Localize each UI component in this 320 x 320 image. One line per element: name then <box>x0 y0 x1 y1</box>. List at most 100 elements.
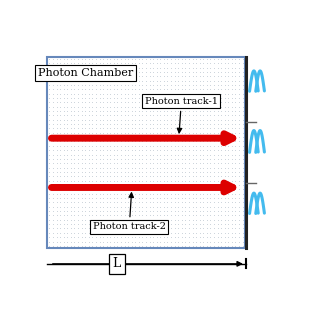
Point <box>158 104 163 109</box>
Point <box>151 165 156 170</box>
Point <box>65 100 70 105</box>
Point <box>79 126 84 131</box>
Point <box>97 100 102 105</box>
Point <box>76 104 81 109</box>
Point <box>136 122 141 127</box>
Point <box>61 191 66 196</box>
Point <box>179 139 184 144</box>
Point <box>233 230 238 236</box>
Point <box>47 213 52 218</box>
Point <box>233 191 238 196</box>
Point <box>72 187 77 192</box>
Point <box>179 196 184 201</box>
Point <box>129 104 134 109</box>
Point <box>151 139 156 144</box>
Point <box>68 65 74 70</box>
Point <box>47 56 52 61</box>
Point <box>176 100 181 105</box>
Point <box>93 204 99 209</box>
Point <box>111 104 116 109</box>
Point <box>111 74 116 79</box>
Point <box>133 161 138 166</box>
Point <box>54 126 59 131</box>
Point <box>54 108 59 114</box>
Point <box>208 104 213 109</box>
Point <box>222 191 227 196</box>
Point <box>97 221 102 227</box>
Point <box>201 165 206 170</box>
Point <box>122 100 127 105</box>
Point <box>136 217 141 222</box>
Point <box>47 217 52 222</box>
Point <box>233 87 238 92</box>
Point <box>229 169 235 174</box>
Point <box>65 108 70 114</box>
Point <box>158 174 163 179</box>
Point <box>108 117 113 122</box>
Point <box>125 148 131 153</box>
Point <box>186 82 191 87</box>
Point <box>140 65 145 70</box>
Point <box>79 100 84 105</box>
Point <box>125 113 131 118</box>
Point <box>136 187 141 192</box>
Point <box>86 213 91 218</box>
Point <box>100 221 106 227</box>
Point <box>161 196 166 201</box>
Point <box>183 135 188 140</box>
Point <box>194 122 199 127</box>
Point <box>136 221 141 227</box>
Point <box>165 204 170 209</box>
Point <box>208 74 213 79</box>
Point <box>212 95 217 100</box>
Point <box>54 161 59 166</box>
Point <box>147 61 152 66</box>
Point <box>158 221 163 227</box>
Point <box>233 61 238 66</box>
Point <box>236 74 242 79</box>
Point <box>204 113 209 118</box>
Point <box>65 65 70 70</box>
Point <box>215 204 220 209</box>
Point <box>215 182 220 188</box>
Point <box>212 230 217 236</box>
Point <box>125 221 131 227</box>
Point <box>222 143 227 148</box>
Point <box>61 135 66 140</box>
Point <box>229 61 235 66</box>
Point <box>208 100 213 105</box>
Point <box>118 87 124 92</box>
Point <box>65 221 70 227</box>
Point <box>90 239 95 244</box>
Point <box>118 226 124 231</box>
Point <box>226 182 231 188</box>
Point <box>129 152 134 157</box>
Point <box>151 108 156 114</box>
Point <box>122 82 127 87</box>
Point <box>140 178 145 183</box>
Point <box>118 191 124 196</box>
Point <box>47 104 52 109</box>
Point <box>226 69 231 75</box>
Point <box>68 87 74 92</box>
Point <box>129 148 134 153</box>
Point <box>51 165 56 170</box>
Point <box>143 243 148 248</box>
Point <box>158 135 163 140</box>
Point <box>208 65 213 70</box>
Point <box>125 191 131 196</box>
Point <box>111 78 116 83</box>
Point <box>93 221 99 227</box>
Point <box>47 143 52 148</box>
Point <box>172 126 177 131</box>
Point <box>201 61 206 66</box>
Point <box>186 235 191 240</box>
Point <box>86 243 91 248</box>
Point <box>204 65 209 70</box>
Point <box>47 87 52 92</box>
Point <box>161 135 166 140</box>
Point <box>212 117 217 122</box>
Point <box>125 130 131 135</box>
Point <box>172 56 177 61</box>
Point <box>61 104 66 109</box>
